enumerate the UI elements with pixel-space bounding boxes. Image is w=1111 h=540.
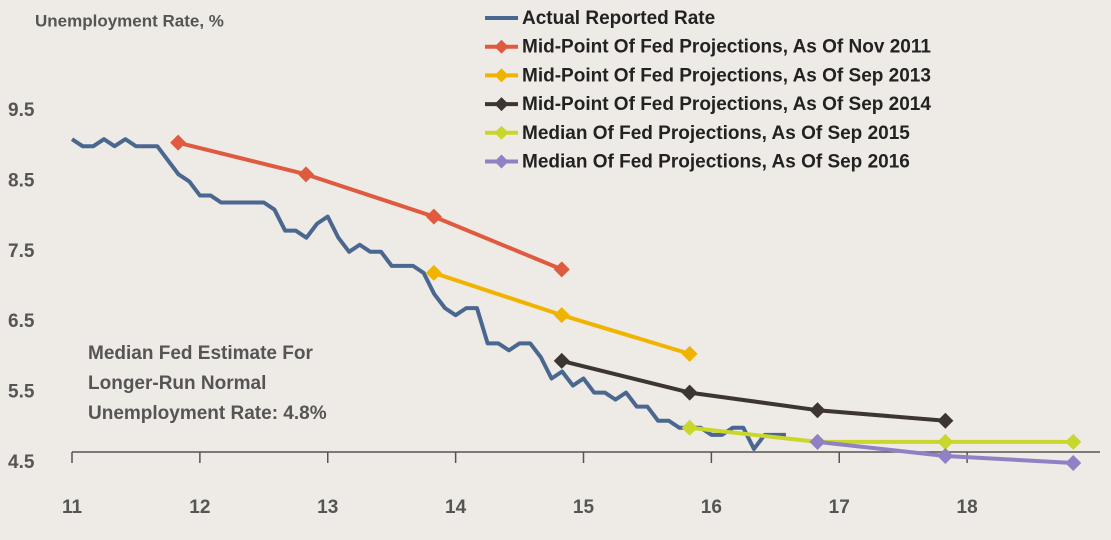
x-tick-label: 16 [701,497,722,518]
x-tick-label: 13 [317,497,338,518]
line [689,425,1074,444]
y-tick-label: 9.5 [8,100,35,121]
legend-marker [494,39,509,54]
legend-label: Actual Reported Rate [522,8,715,29]
annotation: Median Fed Estimate For [88,343,313,364]
legend-label: Mid-Point Of Fed Projections, As Of Sep … [522,94,931,115]
x-tick-label: 12 [189,497,210,518]
marker [937,447,954,464]
y-tick-label: 6.5 [8,311,35,332]
line [561,358,946,423]
marker [681,384,698,401]
marker [681,345,698,362]
legend-marker [494,97,509,112]
x-tick-label: 18 [957,497,978,518]
marker [809,433,826,450]
legend-label: Mid-Point Of Fed Projections, As Of Sep … [522,65,931,86]
marker [937,412,954,429]
marker [1065,433,1082,450]
x-tick-label: 15 [573,497,595,518]
x-tick-label: 11 [62,497,83,518]
legend-label: Mid-Point Of Fed Projections, As Of Nov … [522,37,931,58]
marker [681,419,698,436]
y-tick-label: 7.5 [8,241,35,262]
x-tick-label: 14 [445,497,467,518]
marker [298,166,315,183]
annotation: Longer-Run Normal [88,373,266,394]
legend-marker [494,68,509,83]
line [177,140,563,272]
line [70,137,786,451]
marker [553,261,570,278]
marker [425,208,442,225]
y-tick-label: 5.5 [8,382,35,403]
legend-marker [494,125,509,140]
marker [809,402,826,419]
legend-label: Median Of Fed Projections, As Of Sep 201… [522,123,910,144]
marker [553,352,570,369]
y-axis-label: Unemployment Rate, % [35,11,224,30]
marker [937,433,954,450]
annotation: Unemployment Rate: 4.8% [88,403,327,424]
marker [425,264,442,281]
marker [553,307,570,324]
legend-marker [494,154,509,169]
y-tick-label: 8.5 [8,170,35,191]
marker [170,134,187,151]
x-tick-label: 17 [829,497,850,518]
marker [1065,455,1082,471]
legend-label: Median Of Fed Projections, As Of Sep 201… [522,152,910,173]
y-tick-label: 4.5 [8,452,35,473]
